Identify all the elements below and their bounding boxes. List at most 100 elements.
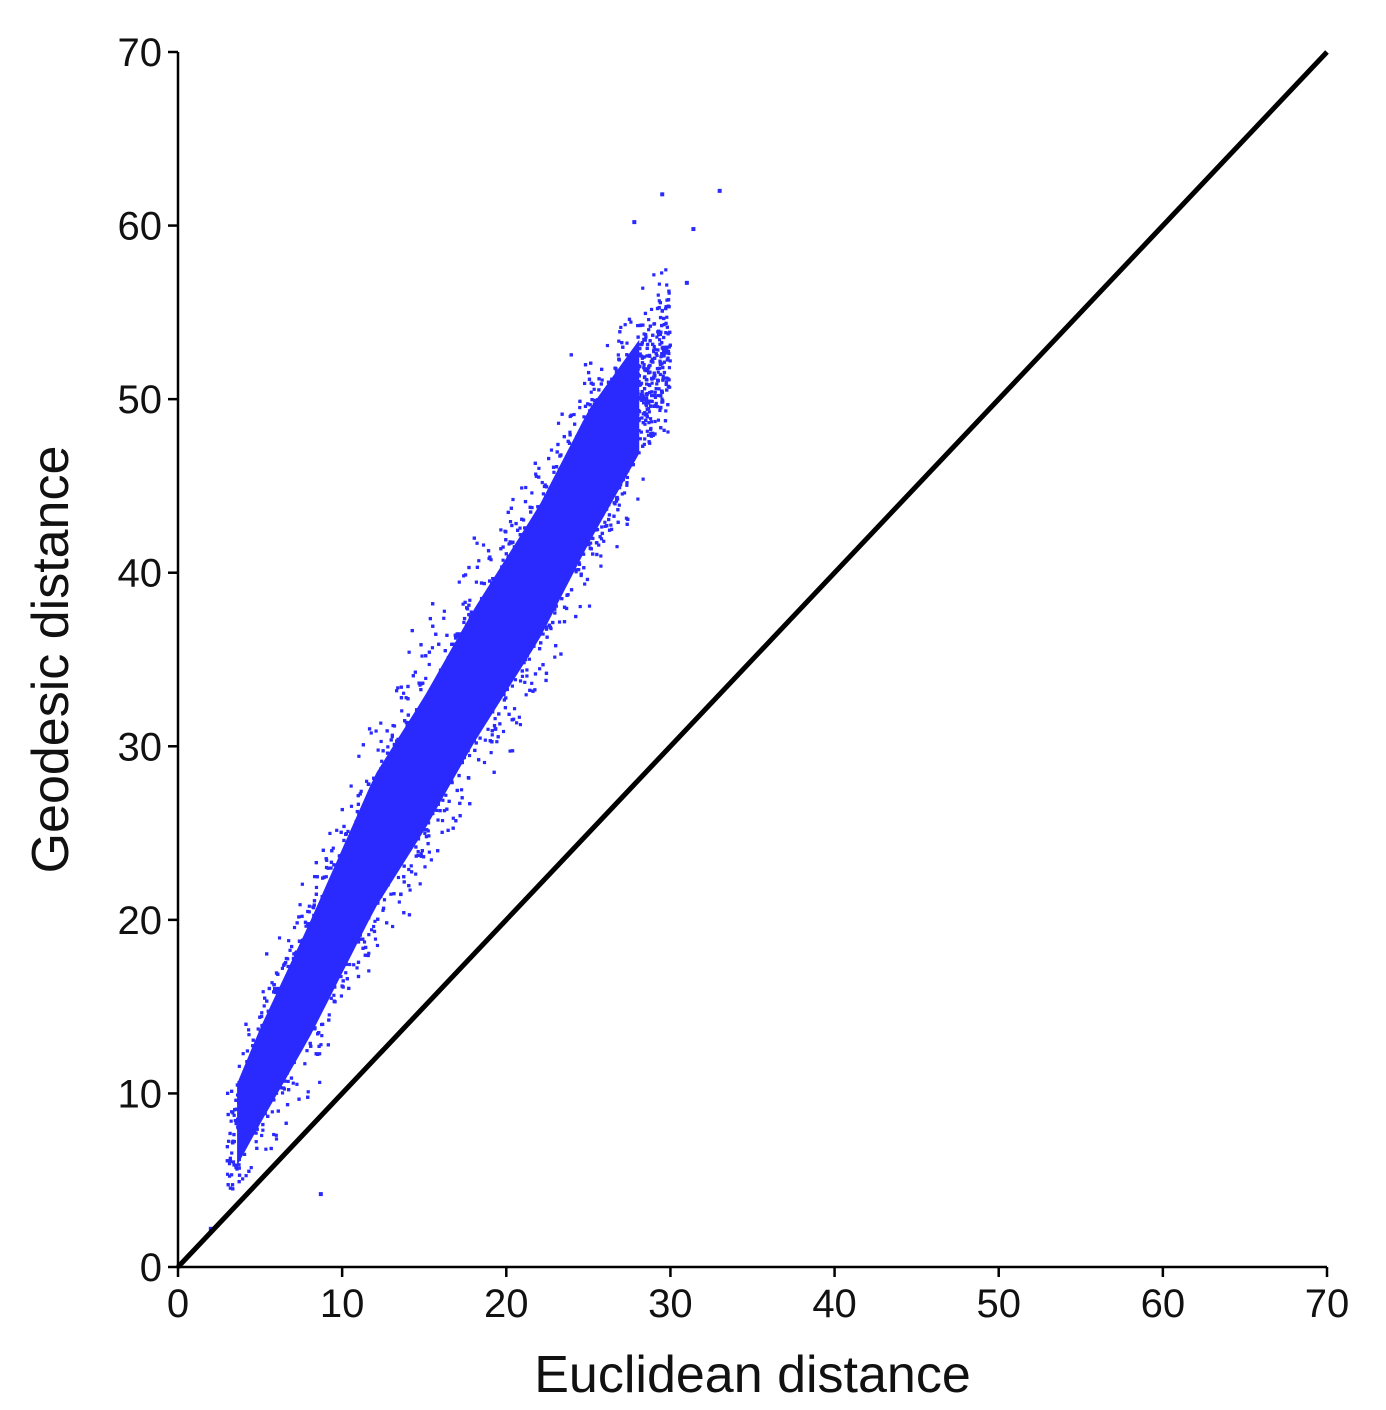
data-point — [646, 371, 651, 375]
data-point — [231, 1160, 236, 1164]
data-point — [656, 333, 661, 337]
data-point — [655, 366, 659, 371]
data-point — [385, 729, 389, 733]
data-point — [625, 481, 629, 485]
data-point — [495, 740, 499, 744]
data-point — [589, 390, 593, 394]
data-point — [574, 570, 578, 574]
data-point — [473, 748, 477, 753]
data-point — [462, 616, 467, 621]
data-point — [443, 649, 447, 653]
data-point — [501, 545, 505, 549]
data-point — [282, 963, 286, 967]
data-point — [400, 709, 404, 713]
data-point — [557, 620, 562, 624]
data-point — [662, 316, 666, 321]
data-point — [399, 685, 403, 689]
data-point — [445, 633, 449, 637]
data-point — [438, 809, 442, 813]
data-point — [348, 962, 352, 967]
data-point — [389, 892, 393, 896]
data-point — [658, 408, 662, 413]
data-point — [286, 1079, 290, 1084]
data-point — [589, 381, 593, 385]
data-point — [227, 1174, 232, 1178]
data-point — [488, 555, 492, 559]
data-point — [572, 412, 576, 417]
data-point — [614, 499, 619, 503]
data-point — [300, 914, 304, 918]
data-point — [642, 355, 646, 359]
data-point — [309, 1044, 313, 1048]
data-point — [586, 370, 591, 375]
data-point — [512, 707, 517, 711]
data-point — [491, 577, 495, 581]
data-point — [341, 979, 345, 983]
data-point — [279, 1086, 283, 1090]
data-point — [446, 828, 450, 832]
data-point — [391, 723, 395, 728]
data-point — [640, 342, 644, 347]
data-point — [232, 1113, 236, 1117]
data-point — [547, 623, 551, 627]
data-point — [615, 545, 619, 549]
data-point — [304, 924, 308, 928]
data-point — [436, 818, 440, 822]
data-point — [662, 354, 666, 358]
data-point — [510, 749, 515, 753]
data-point — [225, 1159, 229, 1163]
data-point — [652, 371, 656, 375]
data-point — [553, 607, 557, 611]
data-point — [303, 1062, 307, 1066]
data-point — [600, 525, 604, 529]
data-point — [636, 497, 640, 501]
data-point — [656, 418, 661, 422]
data-point — [375, 943, 380, 948]
data-point — [559, 453, 563, 457]
data-point — [657, 305, 661, 310]
data-point — [306, 1090, 310, 1094]
data-point — [306, 1095, 310, 1099]
data-point — [617, 503, 621, 507]
data-point — [533, 461, 537, 465]
data-point — [407, 650, 411, 654]
data-point — [467, 612, 471, 617]
data-point — [455, 634, 459, 638]
data-point — [597, 388, 601, 392]
data-point — [391, 924, 395, 929]
data-point — [598, 535, 602, 539]
data-point — [297, 1097, 301, 1101]
data-point — [251, 1038, 255, 1042]
data-point — [289, 1076, 294, 1080]
data-point — [424, 834, 429, 839]
data-point — [231, 1111, 235, 1115]
data-point — [423, 865, 427, 869]
data-point — [427, 662, 431, 667]
data-point — [367, 933, 371, 937]
data-point — [659, 355, 663, 359]
data-point — [380, 759, 384, 763]
data-point — [647, 406, 651, 411]
data-point — [488, 739, 492, 743]
data-point — [583, 404, 588, 408]
data-point — [297, 915, 301, 919]
data-point — [518, 679, 523, 683]
data-point — [651, 360, 655, 364]
data-point — [649, 359, 653, 363]
data-point — [629, 320, 633, 324]
data-point — [467, 603, 471, 607]
data-point — [548, 625, 553, 629]
data-point — [504, 538, 508, 542]
data-point — [419, 643, 423, 647]
data-point — [533, 688, 537, 692]
data-point — [366, 953, 370, 958]
data-point — [463, 573, 468, 577]
data-point — [657, 387, 661, 391]
data-point — [300, 882, 304, 886]
data-point — [247, 1169, 251, 1173]
data-point — [450, 642, 454, 646]
data-point — [229, 1119, 233, 1123]
data-point — [562, 605, 567, 609]
data-point — [616, 520, 620, 524]
data-point — [453, 636, 458, 640]
